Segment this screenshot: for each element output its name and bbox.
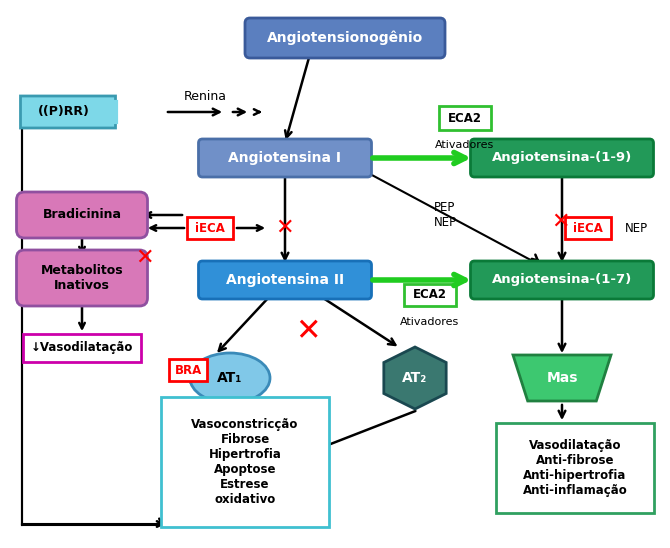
Polygon shape — [513, 355, 611, 401]
Text: Ativadores: Ativadores — [401, 317, 460, 327]
FancyBboxPatch shape — [565, 217, 611, 239]
Text: ✕: ✕ — [295, 317, 321, 346]
FancyBboxPatch shape — [198, 139, 371, 177]
Text: Angiotensina-(1-7): Angiotensina-(1-7) — [492, 273, 632, 287]
Text: ✕: ✕ — [275, 218, 294, 238]
Text: ((P)RR): ((P)RR) — [38, 106, 90, 118]
Text: Ativadores: Ativadores — [436, 140, 494, 150]
Ellipse shape — [190, 353, 270, 403]
Text: ECA2: ECA2 — [448, 111, 482, 124]
FancyBboxPatch shape — [187, 217, 233, 239]
Text: Angiotensionogênio: Angiotensionogênio — [267, 31, 423, 45]
Text: Renina: Renina — [184, 90, 226, 104]
FancyBboxPatch shape — [23, 334, 141, 362]
FancyBboxPatch shape — [245, 18, 445, 58]
Text: PEP
NEP: PEP NEP — [433, 201, 456, 229]
Text: BRA: BRA — [174, 363, 202, 376]
FancyBboxPatch shape — [439, 106, 491, 130]
FancyBboxPatch shape — [404, 284, 456, 306]
Text: iECA: iECA — [195, 221, 225, 235]
Text: Vasodilatação
Anti-fibrose
Anti-hipertrofia
Anti-inflamação: Vasodilatação Anti-fibrose Anti-hipertro… — [523, 439, 627, 497]
FancyBboxPatch shape — [169, 359, 207, 381]
Text: ✕: ✕ — [551, 212, 570, 232]
Text: ECA2: ECA2 — [413, 288, 447, 301]
Text: Vasoconstricção
Fibrose
Hipertrofia
Apoptose
Estrese
oxidativo: Vasoconstricção Fibrose Hipertrofia Apop… — [192, 418, 299, 506]
FancyBboxPatch shape — [496, 423, 654, 513]
FancyBboxPatch shape — [21, 96, 115, 128]
Text: ✕: ✕ — [136, 248, 154, 268]
Text: Angiotensina-(1-9): Angiotensina-(1-9) — [492, 151, 632, 164]
Text: iECA: iECA — [573, 221, 603, 235]
Text: Metabolitos
Inativos: Metabolitos Inativos — [41, 264, 123, 292]
Text: AT₂: AT₂ — [403, 371, 427, 385]
Text: AT₁: AT₁ — [217, 371, 243, 385]
Text: ↓Vasodilatação: ↓Vasodilatação — [31, 341, 133, 355]
FancyBboxPatch shape — [470, 261, 653, 299]
Text: Angiotensina II: Angiotensina II — [226, 273, 344, 287]
FancyBboxPatch shape — [161, 397, 329, 527]
Polygon shape — [384, 347, 446, 409]
FancyBboxPatch shape — [17, 192, 147, 238]
FancyBboxPatch shape — [17, 250, 147, 306]
Text: Bradicinina: Bradicinina — [42, 208, 121, 221]
Text: Mas: Mas — [546, 371, 578, 385]
FancyBboxPatch shape — [470, 139, 653, 177]
FancyBboxPatch shape — [198, 261, 371, 299]
Text: NEP: NEP — [625, 221, 648, 235]
Text: Angiotensina I: Angiotensina I — [228, 151, 342, 165]
